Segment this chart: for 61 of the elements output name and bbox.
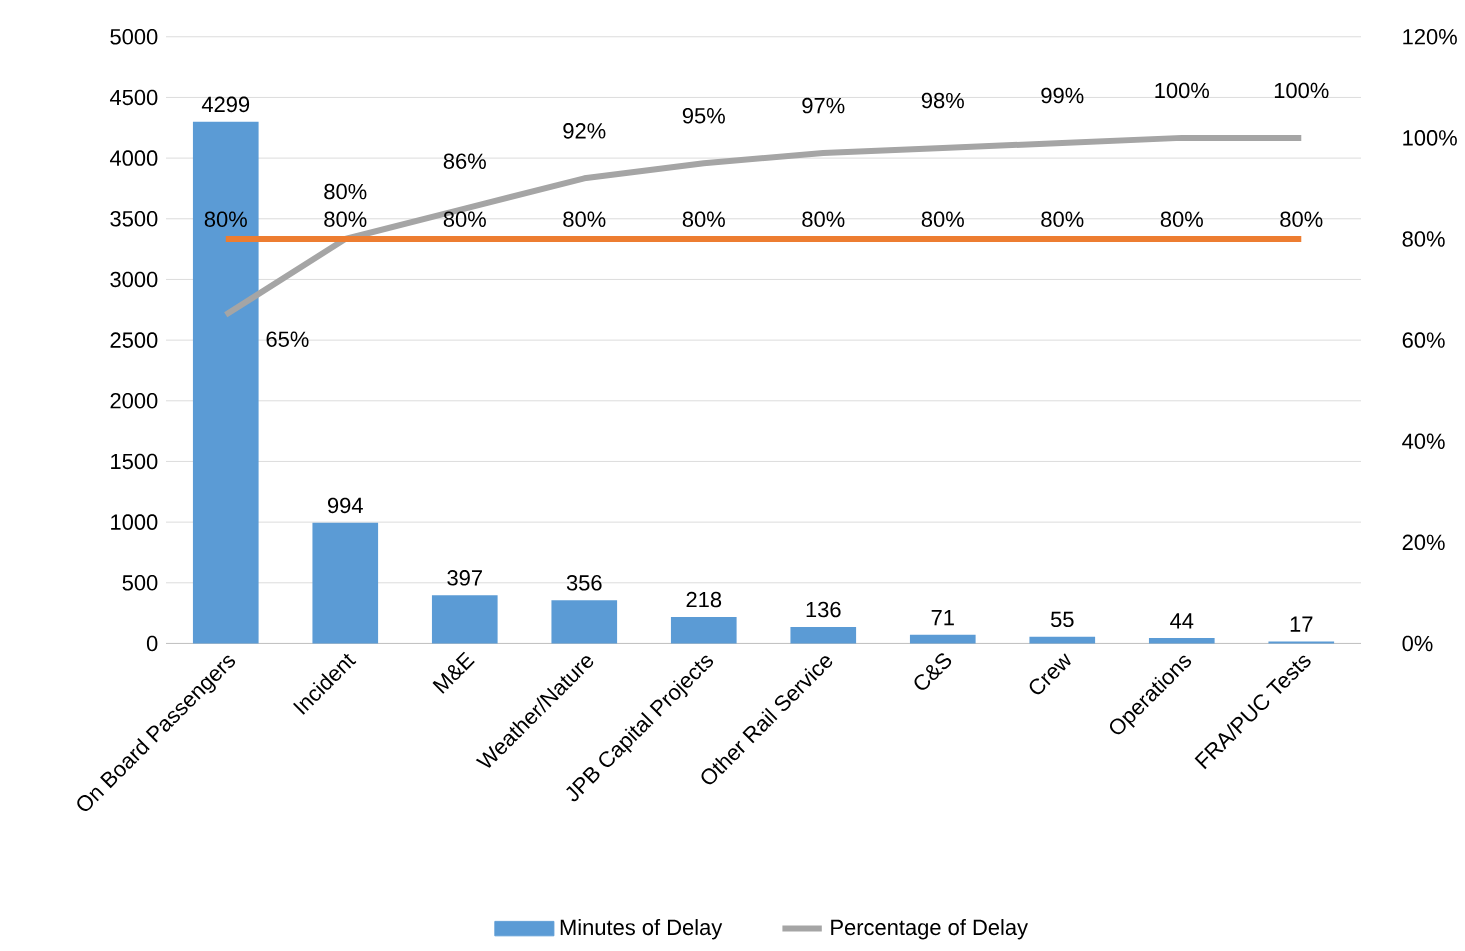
data-label: 100%	[1155, 82, 1210, 98]
y-tick-label: 2500	[110, 332, 158, 348]
y-tick-label: 1500	[111, 453, 158, 470]
data-label: 80%	[1041, 211, 1084, 227]
data-label: 71	[931, 609, 954, 625]
data-label: 80%	[1160, 211, 1203, 227]
data-label: 80%	[443, 211, 486, 227]
y2-tick-label: 20%	[1402, 534, 1445, 550]
data-label: 65%	[266, 331, 309, 347]
data-label: 86%	[443, 153, 486, 169]
data-label: 97%	[802, 97, 845, 114]
y-tick-label: 3500	[110, 210, 158, 227]
y-tick-label: 4500	[109, 89, 158, 105]
bar	[1268, 641, 1335, 644]
y-tick-label: 500	[122, 574, 158, 591]
bar	[192, 121, 259, 644]
bar	[909, 634, 976, 644]
bar	[431, 595, 498, 644]
x-tick-label: C&S	[914, 653, 952, 690]
y2-tick-label: 100%	[1403, 129, 1457, 146]
data-label: 80%	[1280, 211, 1323, 227]
data-label: 80%	[921, 211, 964, 227]
y2-tick-label: 0%	[1402, 635, 1433, 652]
data-label: 80%	[802, 211, 845, 227]
y-tick-label: 5000	[110, 28, 158, 45]
y-tick-label: 4000	[109, 150, 158, 166]
data-label: 397	[447, 569, 482, 586]
bar	[312, 522, 379, 644]
data-label: 136	[806, 601, 841, 618]
data-label: 80%	[324, 183, 367, 200]
data-label: 80%	[682, 211, 725, 227]
data-label: 92%	[563, 122, 606, 139]
data-label: 356	[566, 574, 602, 591]
y-tick-label: 3000	[110, 271, 158, 288]
data-label: 95%	[682, 107, 725, 124]
data-label: 80%	[563, 211, 606, 227]
y2-tick-label: 80%	[1402, 231, 1445, 247]
bar	[670, 616, 737, 644]
data-label: 994	[327, 497, 363, 513]
data-label: 99%	[1041, 87, 1084, 104]
data-label: 98%	[921, 92, 964, 109]
data-label: 17	[1290, 616, 1313, 632]
bar	[1148, 637, 1215, 644]
data-label: 55	[1050, 611, 1074, 627]
y2-tick-label: 120%	[1403, 28, 1457, 45]
y-tick-label: 1000	[111, 514, 158, 530]
data-label: 80%	[204, 211, 247, 227]
y-tick-label: 0	[146, 635, 158, 652]
data-label: 218	[686, 591, 722, 608]
y2-tick-label: 40%	[1402, 433, 1445, 449]
data-label: 100%	[1274, 82, 1329, 98]
data-label: 44	[1170, 613, 1194, 629]
y-tick-label: 2000	[110, 392, 158, 409]
bar	[1029, 636, 1096, 644]
data-label: 80%	[324, 211, 367, 227]
bar	[551, 600, 618, 644]
legend-label: Minutes of Delay	[560, 918, 723, 940]
legend-label: Percentage of Delay	[831, 918, 1028, 940]
data-label: 4299	[201, 96, 250, 112]
bar	[790, 626, 857, 644]
y2-tick-label: 60%	[1402, 332, 1445, 348]
